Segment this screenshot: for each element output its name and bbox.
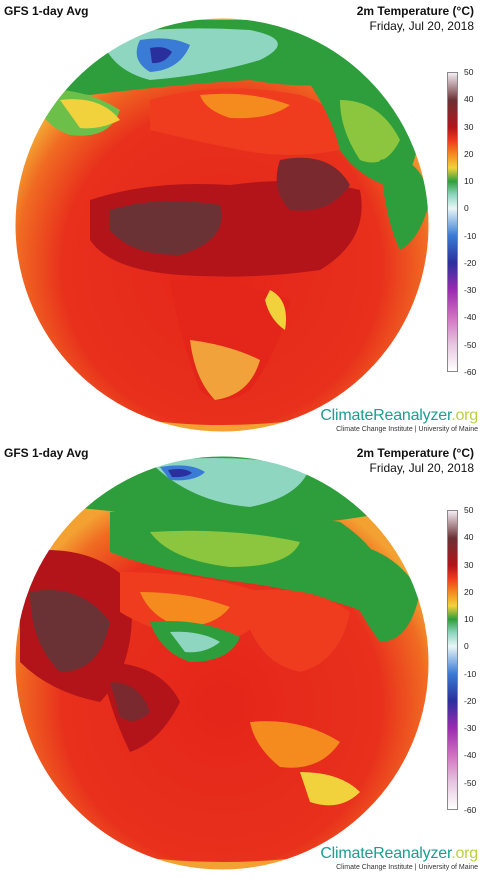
colorbar-gradient bbox=[447, 72, 458, 372]
colorbar-tick-label: -30 bbox=[464, 722, 477, 733]
colorbar-tick-label: 10 bbox=[464, 613, 474, 624]
variable-label: 2m Temperature (°C) bbox=[356, 4, 474, 18]
colorbar-tick-label: 30 bbox=[464, 559, 474, 570]
colorbar-tick-label: -20 bbox=[464, 695, 477, 706]
colorbar-tick-label: 30 bbox=[464, 121, 474, 132]
date-label: Friday, Jul 20, 2018 bbox=[369, 461, 474, 475]
map-title: 2m Temperature (°C) Friday, Jul 20, 2018 bbox=[357, 4, 474, 33]
brand-name-main: ClimateReanalyzer bbox=[320, 407, 452, 424]
colorbar-tick-label: 10 bbox=[464, 175, 474, 186]
globe-asia bbox=[14, 455, 430, 871]
globe-europe-africa bbox=[14, 17, 430, 433]
colorbar-tick-label: -60 bbox=[464, 804, 477, 815]
map-panel-europe-africa: GFS 1-day Avg 2m Temperature (°C) Friday… bbox=[4, 4, 487, 433]
model-label: GFS 1-day Avg bbox=[4, 4, 89, 18]
colorbar-tick-label: -60 bbox=[464, 366, 477, 377]
brand-name: ClimateReanalyzer.org bbox=[320, 407, 478, 425]
map-panel-asia: GFS 1-day Avg 2m Temperature (°C) Friday… bbox=[0, 442, 488, 884]
colorbar-tick-label: -30 bbox=[464, 284, 477, 295]
brand-name: ClimateReanalyzer.org bbox=[320, 845, 478, 863]
colorbar-tick-label: 20 bbox=[464, 586, 474, 597]
model-label: GFS 1-day Avg bbox=[4, 446, 89, 460]
colorbar-tick-label: -50 bbox=[464, 777, 477, 788]
colorbar-tick-label: -50 bbox=[464, 339, 477, 350]
colorbar-tick-label: 20 bbox=[464, 148, 474, 159]
temperature-colorbar: 50 40 30 20 10 0 -10 -20 -30 -40 -50 -60 bbox=[447, 68, 487, 376]
brand-name-suffix: .org bbox=[451, 407, 478, 424]
colorbar-tick-label: 40 bbox=[464, 532, 474, 543]
colorbar-tick-label: -40 bbox=[464, 750, 477, 761]
branding: ClimateReanalyzer.org Climate Change Ins… bbox=[320, 407, 478, 433]
colorbar-tick-label: 0 bbox=[464, 203, 469, 214]
colorbar-tick-label: 40 bbox=[464, 94, 474, 105]
brand-name-suffix: .org bbox=[451, 845, 478, 862]
colorbar-tick-label: -10 bbox=[464, 230, 477, 241]
colorbar-tick-label: -10 bbox=[464, 668, 477, 679]
brand-subtitle: Climate Change Institute | University of… bbox=[336, 864, 478, 871]
branding: ClimateReanalyzer.org Climate Change Ins… bbox=[320, 845, 478, 871]
colorbar-tick-label: 50 bbox=[464, 66, 474, 77]
colorbar-tick-label: -40 bbox=[464, 312, 477, 323]
map-title: 2m Temperature (°C) Friday, Jul 20, 2018 bbox=[357, 446, 474, 475]
date-label: Friday, Jul 20, 2018 bbox=[369, 19, 474, 33]
colorbar-tick-label: -20 bbox=[464, 257, 477, 268]
brand-name-main: ClimateReanalyzer bbox=[320, 845, 452, 862]
temperature-colorbar: 50 40 30 20 10 0 -10 -20 -30 -40 -50 -60 bbox=[447, 506, 487, 814]
colorbar-tick-label: 50 bbox=[464, 504, 474, 515]
brand-subtitle: Climate Change Institute | University of… bbox=[336, 426, 478, 433]
variable-label: 2m Temperature (°C) bbox=[356, 446, 474, 460]
colorbar-gradient bbox=[447, 510, 458, 810]
colorbar-tick-label: 0 bbox=[464, 641, 469, 652]
